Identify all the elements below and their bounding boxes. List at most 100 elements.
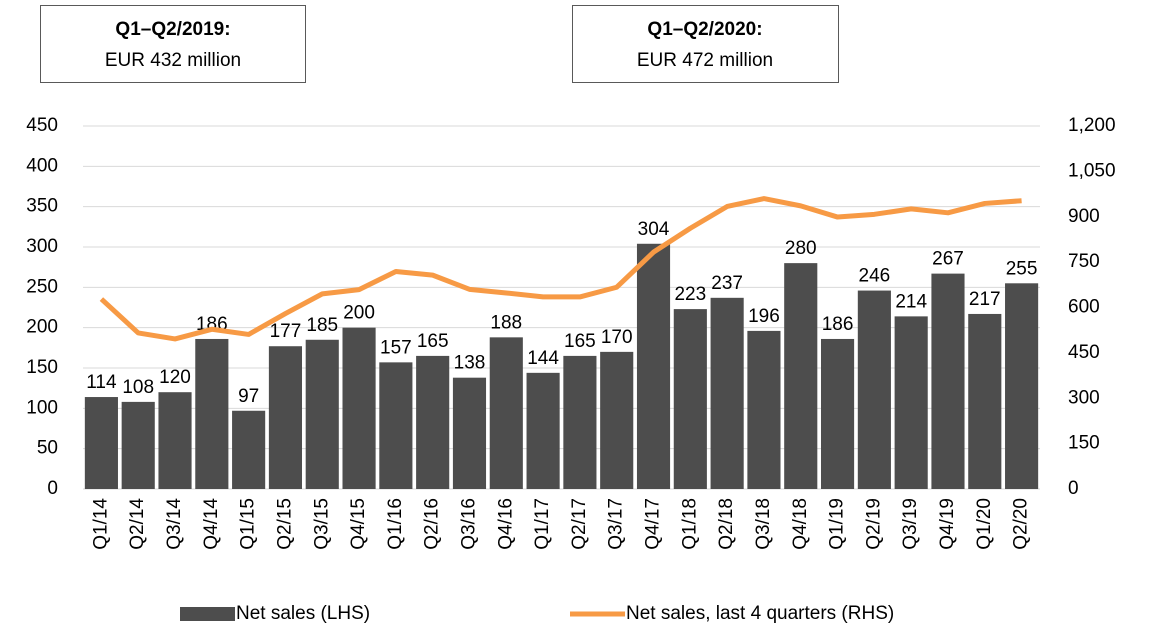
bar: [563, 355, 597, 489]
x-tick-label: Q3/16: [458, 498, 479, 550]
x-tick-label: Q2/14: [127, 498, 148, 550]
y-tick-label: 300: [26, 236, 58, 257]
data-label: 196: [748, 306, 780, 327]
y2-tick-label: 1,200: [1068, 115, 1116, 136]
data-label: 280: [785, 238, 817, 259]
bar: [600, 351, 634, 489]
y-tick-label: 50: [37, 438, 58, 459]
bar: [747, 330, 781, 489]
bar: [305, 339, 339, 489]
x-tick-label: Q1/17: [532, 498, 553, 550]
bar: [379, 362, 413, 489]
data-label: 165: [564, 331, 596, 352]
x-tick-label: Q4/18: [790, 498, 811, 550]
bar: [1005, 283, 1039, 489]
data-label: 108: [122, 377, 154, 398]
x-tick-label: Q4/19: [937, 498, 958, 550]
x-tick-label: Q2/17: [569, 498, 590, 550]
y2-tick-label: 750: [1068, 251, 1100, 272]
data-label: 237: [711, 273, 743, 294]
y2-tick-label: 600: [1068, 297, 1100, 318]
x-tick-label: Q3/19: [900, 498, 921, 550]
data-label: 246: [859, 266, 891, 287]
bar: [84, 397, 118, 489]
data-label: 217: [969, 289, 1001, 310]
x-tick-label: Q4/14: [201, 498, 222, 550]
bar: [489, 337, 523, 489]
data-label: 120: [159, 367, 191, 388]
y2-tick-label: 150: [1068, 433, 1100, 454]
y2-tick-label: 300: [1068, 387, 1100, 408]
data-label: 165: [417, 331, 449, 352]
y2-tick-label: 0: [1068, 478, 1079, 499]
annotation-text: EUR 472 million: [637, 50, 773, 71]
data-label: 185: [306, 315, 338, 336]
x-tick-label: Q3/17: [606, 498, 627, 550]
x-tick-label: Q2/19: [863, 498, 884, 550]
data-label: 214: [895, 291, 927, 312]
x-tick-label: Q4/15: [348, 498, 369, 550]
data-label: 186: [822, 314, 854, 335]
y-tick-label: 350: [26, 196, 58, 217]
bar: [121, 401, 155, 489]
bar: [268, 346, 303, 489]
data-label: 255: [1006, 258, 1038, 279]
bar: [673, 309, 707, 489]
x-tick-label: Q1/14: [90, 498, 111, 550]
x-tick-label: Q2/16: [422, 498, 443, 550]
legend-swatch: [180, 607, 235, 621]
data-label: 138: [454, 353, 486, 374]
x-tick-label: Q3/18: [753, 498, 774, 550]
data-label: 97: [238, 386, 259, 407]
bar: [416, 355, 450, 489]
data-label: 144: [527, 348, 559, 369]
annotation-text: EUR 432 million: [105, 50, 241, 71]
bar: [636, 243, 671, 489]
x-tick-label: Q1/18: [679, 498, 700, 550]
bar: [968, 313, 1002, 489]
x-tick-label: Q2/20: [1011, 498, 1032, 550]
data-label: 304: [638, 219, 670, 240]
y2-tick-label: 450: [1068, 342, 1100, 363]
x-tick-label: Q1/20: [974, 498, 995, 550]
bar: [894, 316, 928, 489]
bar: [452, 377, 487, 489]
x-tick-label: Q4/16: [495, 498, 516, 550]
y-tick-label: 400: [26, 155, 58, 176]
bar: [784, 263, 818, 489]
data-label: 223: [674, 284, 706, 305]
x-tick-label: Q1/15: [238, 498, 259, 550]
x-tick-label: Q3/15: [311, 498, 332, 550]
x-tick-label: Q1/19: [827, 498, 848, 550]
y-tick-label: 100: [26, 397, 58, 418]
data-label: 177: [270, 321, 302, 342]
data-label: 157: [380, 337, 412, 358]
data-label: 200: [343, 303, 375, 324]
annotation-title: Q1–Q2/2019:: [115, 19, 230, 40]
bar: [232, 410, 266, 489]
x-tick-label: Q1/16: [385, 498, 406, 550]
x-tick-label: Q3/14: [164, 498, 185, 550]
bar: [342, 327, 376, 489]
data-label: 188: [490, 312, 522, 333]
bar: [710, 297, 744, 489]
y-tick-label: 450: [26, 115, 58, 136]
annotation-box: [40, 5, 306, 83]
y-tick-label: 250: [26, 276, 58, 297]
bar: [931, 273, 965, 489]
annotation-title: Q1–Q2/2020:: [647, 19, 762, 40]
bar: [158, 392, 192, 489]
y-tick-label: 150: [26, 357, 58, 378]
x-tick-label: Q4/17: [643, 498, 664, 550]
legend-label: Net sales, last 4 quarters (RHS): [626, 603, 894, 624]
bar: [195, 338, 229, 489]
data-label: 114: [86, 372, 117, 393]
x-tick-label: Q2/15: [274, 498, 295, 550]
x-tick-label: Q2/18: [716, 498, 737, 550]
y2-tick-label: 1,050: [1068, 160, 1116, 181]
bar: [526, 372, 560, 489]
y-tick-label: 0: [47, 478, 58, 499]
y-tick-label: 200: [26, 317, 58, 338]
line: [99, 196, 1022, 342]
